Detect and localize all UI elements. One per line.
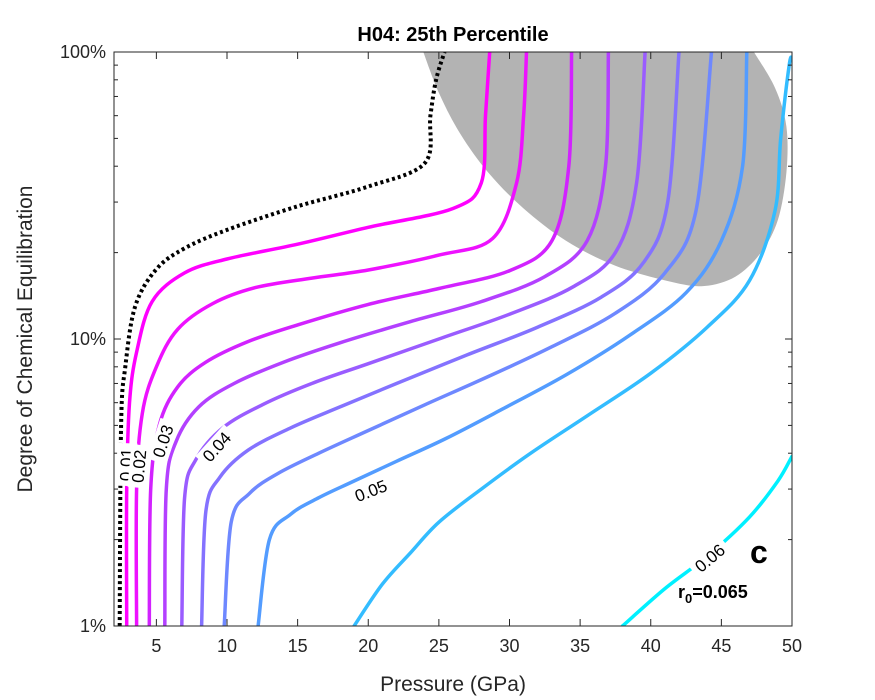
contour-label-gap — [347, 474, 395, 509]
contour-label-gap — [687, 536, 733, 580]
contour-line-0-06 — [620, 454, 792, 626]
x-tick-label: 30 — [499, 636, 519, 656]
contour-label-group: 0.02 — [127, 444, 152, 489]
contour-boundary-dotted — [117, 52, 447, 626]
x-tick-label: 5 — [151, 636, 161, 656]
x-tick-label: 25 — [429, 636, 449, 656]
parameter-suffix: =0.065 — [692, 582, 748, 602]
contour-line-0-02 — [134, 52, 529, 626]
contour-line-0-01 — [124, 52, 492, 626]
contour-label-text: 0.02 — [128, 449, 150, 484]
contour-label-gap — [195, 424, 239, 470]
chart-title: H04: 25th Percentile — [357, 24, 548, 46]
x-tick-label: 50 — [782, 636, 802, 656]
parameter-label: r0=0.065 — [678, 582, 748, 606]
contour-line-level-0-045 — [222, 52, 714, 626]
contour-line-0-04 — [180, 52, 647, 626]
contour-line-level-0-0425 — [199, 52, 681, 626]
axis-ticks: 5 10 15 20 25 30 35 40 45 50 1% 10% 100% — [60, 42, 802, 656]
x-tick-label: 10 — [217, 636, 237, 656]
x-axis-title: Pressure (GPa) — [380, 673, 526, 696]
x-tick-label: 15 — [288, 636, 308, 656]
contour-line-level-0-035 — [163, 52, 611, 626]
contour-labels: 0.010.020.03 0.040.050.06 — [115, 417, 733, 580]
contour-label-gap — [147, 417, 180, 465]
x-tick-label: 40 — [641, 636, 661, 656]
parameter-prefix: r — [678, 582, 685, 602]
y-axis-title: Degree of Chemical Equilibration — [14, 186, 37, 493]
y-tick-label: 10% — [70, 329, 106, 349]
contour-line-0-05 — [256, 52, 749, 626]
x-tick-label: 20 — [358, 636, 378, 656]
contour-label-gap — [127, 444, 152, 489]
panel-letter: c — [750, 534, 768, 570]
y-tick-label: 100% — [60, 42, 106, 62]
x-tick-label: 35 — [570, 636, 590, 656]
contour-line-level-0-055 — [352, 55, 792, 626]
parameter-subscript: 0 — [685, 591, 692, 606]
contour-lines — [117, 52, 792, 626]
y-tick-label: 1% — [80, 616, 106, 636]
x-tick-label: 45 — [711, 636, 731, 656]
